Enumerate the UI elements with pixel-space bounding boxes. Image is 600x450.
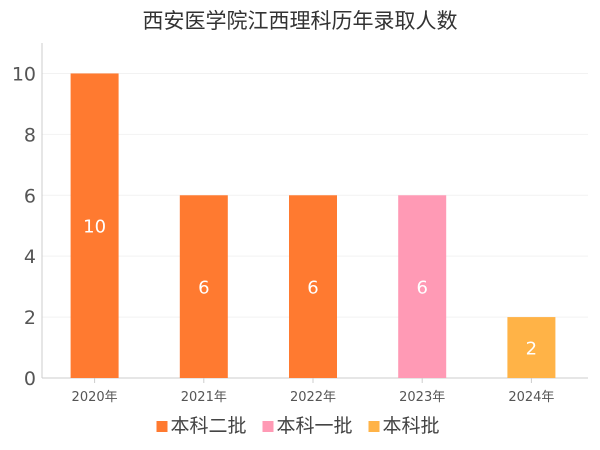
chart-title: 西安医学院江西理科历年录取人数 <box>143 9 458 33</box>
y-axis-ticks: 0 2 4 6 8 10 <box>12 63 36 390</box>
bar-value-label: 6 <box>416 278 427 299</box>
y-tick-label: 2 <box>24 307 36 329</box>
legend[interactable]: 本科二批 本科一批 本科批 <box>156 415 440 437</box>
y-tick-label: 10 <box>12 63 36 85</box>
x-tick-label: 2023年 <box>399 390 445 405</box>
bar[interactable] <box>70 73 119 379</box>
bar-value-label: 10 <box>83 217 106 238</box>
x-tick-label: 2021年 <box>181 390 227 405</box>
bars <box>70 73 556 379</box>
x-tick-label: 2024年 <box>508 390 554 405</box>
legend-item[interactable]: 本科一批 <box>262 415 353 437</box>
legend-item[interactable]: 本科批 <box>368 415 440 437</box>
y-tick-label: 8 <box>24 124 36 146</box>
y-tick-label: 0 <box>24 368 36 390</box>
bar-value-label: 2 <box>526 339 537 360</box>
x-tick-label: 2020年 <box>72 390 118 405</box>
bar-value-label: 6 <box>198 278 209 299</box>
bar[interactable] <box>398 195 447 378</box>
y-tick-label: 4 <box>24 246 36 268</box>
bar[interactable] <box>179 195 228 378</box>
x-tick-label: 2022年 <box>290 390 336 405</box>
legend-swatch <box>368 421 380 432</box>
legend-label: 本科批 <box>383 415 440 437</box>
legend-swatch <box>156 421 168 432</box>
legend-item[interactable]: 本科二批 <box>156 415 247 437</box>
legend-swatch <box>262 421 274 432</box>
bar[interactable] <box>507 317 556 378</box>
y-tick-label: 6 <box>24 185 36 207</box>
legend-label: 本科二批 <box>171 415 247 437</box>
bar-value-label: 6 <box>307 278 318 299</box>
bar[interactable] <box>289 195 337 378</box>
bar-labels: 10 6 6 6 2 <box>83 217 537 360</box>
x-axis-ticks: 2020年 2021年 2022年 2023年 2024年 <box>72 378 554 405</box>
legend-label: 本科一批 <box>277 415 353 437</box>
